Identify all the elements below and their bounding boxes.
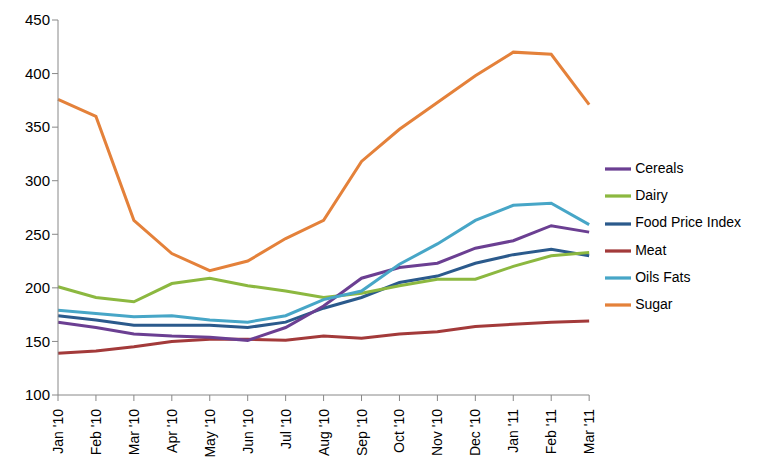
svg-text:350: 350 bbox=[25, 118, 50, 135]
svg-text:Sep '10: Sep '10 bbox=[354, 409, 370, 456]
svg-text:200: 200 bbox=[25, 279, 50, 296]
svg-text:Nov '10: Nov '10 bbox=[429, 409, 445, 456]
svg-text:Jul '10: Jul '10 bbox=[278, 409, 294, 449]
svg-text:450: 450 bbox=[25, 11, 50, 28]
svg-text:Mar '11: Mar '11 bbox=[581, 409, 597, 454]
svg-text:400: 400 bbox=[25, 65, 50, 82]
html-text:Dairy: Dairy bbox=[635, 186, 668, 203]
svg-text:May '10: May '10 bbox=[202, 409, 218, 458]
svg-text:Jan '11: Jan '11 bbox=[505, 409, 521, 453]
svg-text:100: 100 bbox=[25, 386, 50, 403]
svg-text:Mar '10: Mar '10 bbox=[126, 409, 142, 455]
svg-text:Aug '10: Aug '10 bbox=[316, 409, 332, 456]
html-text:Food Price Index: Food Price Index bbox=[635, 214, 741, 231]
html-text:Meat: Meat bbox=[635, 241, 667, 258]
svg-text:250: 250 bbox=[25, 226, 50, 243]
svg-text:Dec '10: Dec '10 bbox=[467, 409, 483, 456]
svg-text:Oct '10: Oct '10 bbox=[391, 409, 407, 453]
svg-text:300: 300 bbox=[25, 172, 50, 189]
html-text:Oils Fats: Oils Fats bbox=[635, 268, 691, 285]
html-text:Sugar: Sugar bbox=[635, 296, 673, 313]
svg-text:Jan '10: Jan '10 bbox=[50, 409, 66, 454]
svg-text:Feb '11: Feb '11 bbox=[543, 409, 559, 454]
html-text:Cereals: Cereals bbox=[635, 159, 684, 176]
svg-text:Feb '10: Feb '10 bbox=[88, 409, 104, 455]
svg-text:Apr '10: Apr '10 bbox=[164, 409, 180, 453]
svg-text:150: 150 bbox=[25, 333, 50, 350]
svg-text:Jun '10: Jun '10 bbox=[240, 409, 256, 454]
